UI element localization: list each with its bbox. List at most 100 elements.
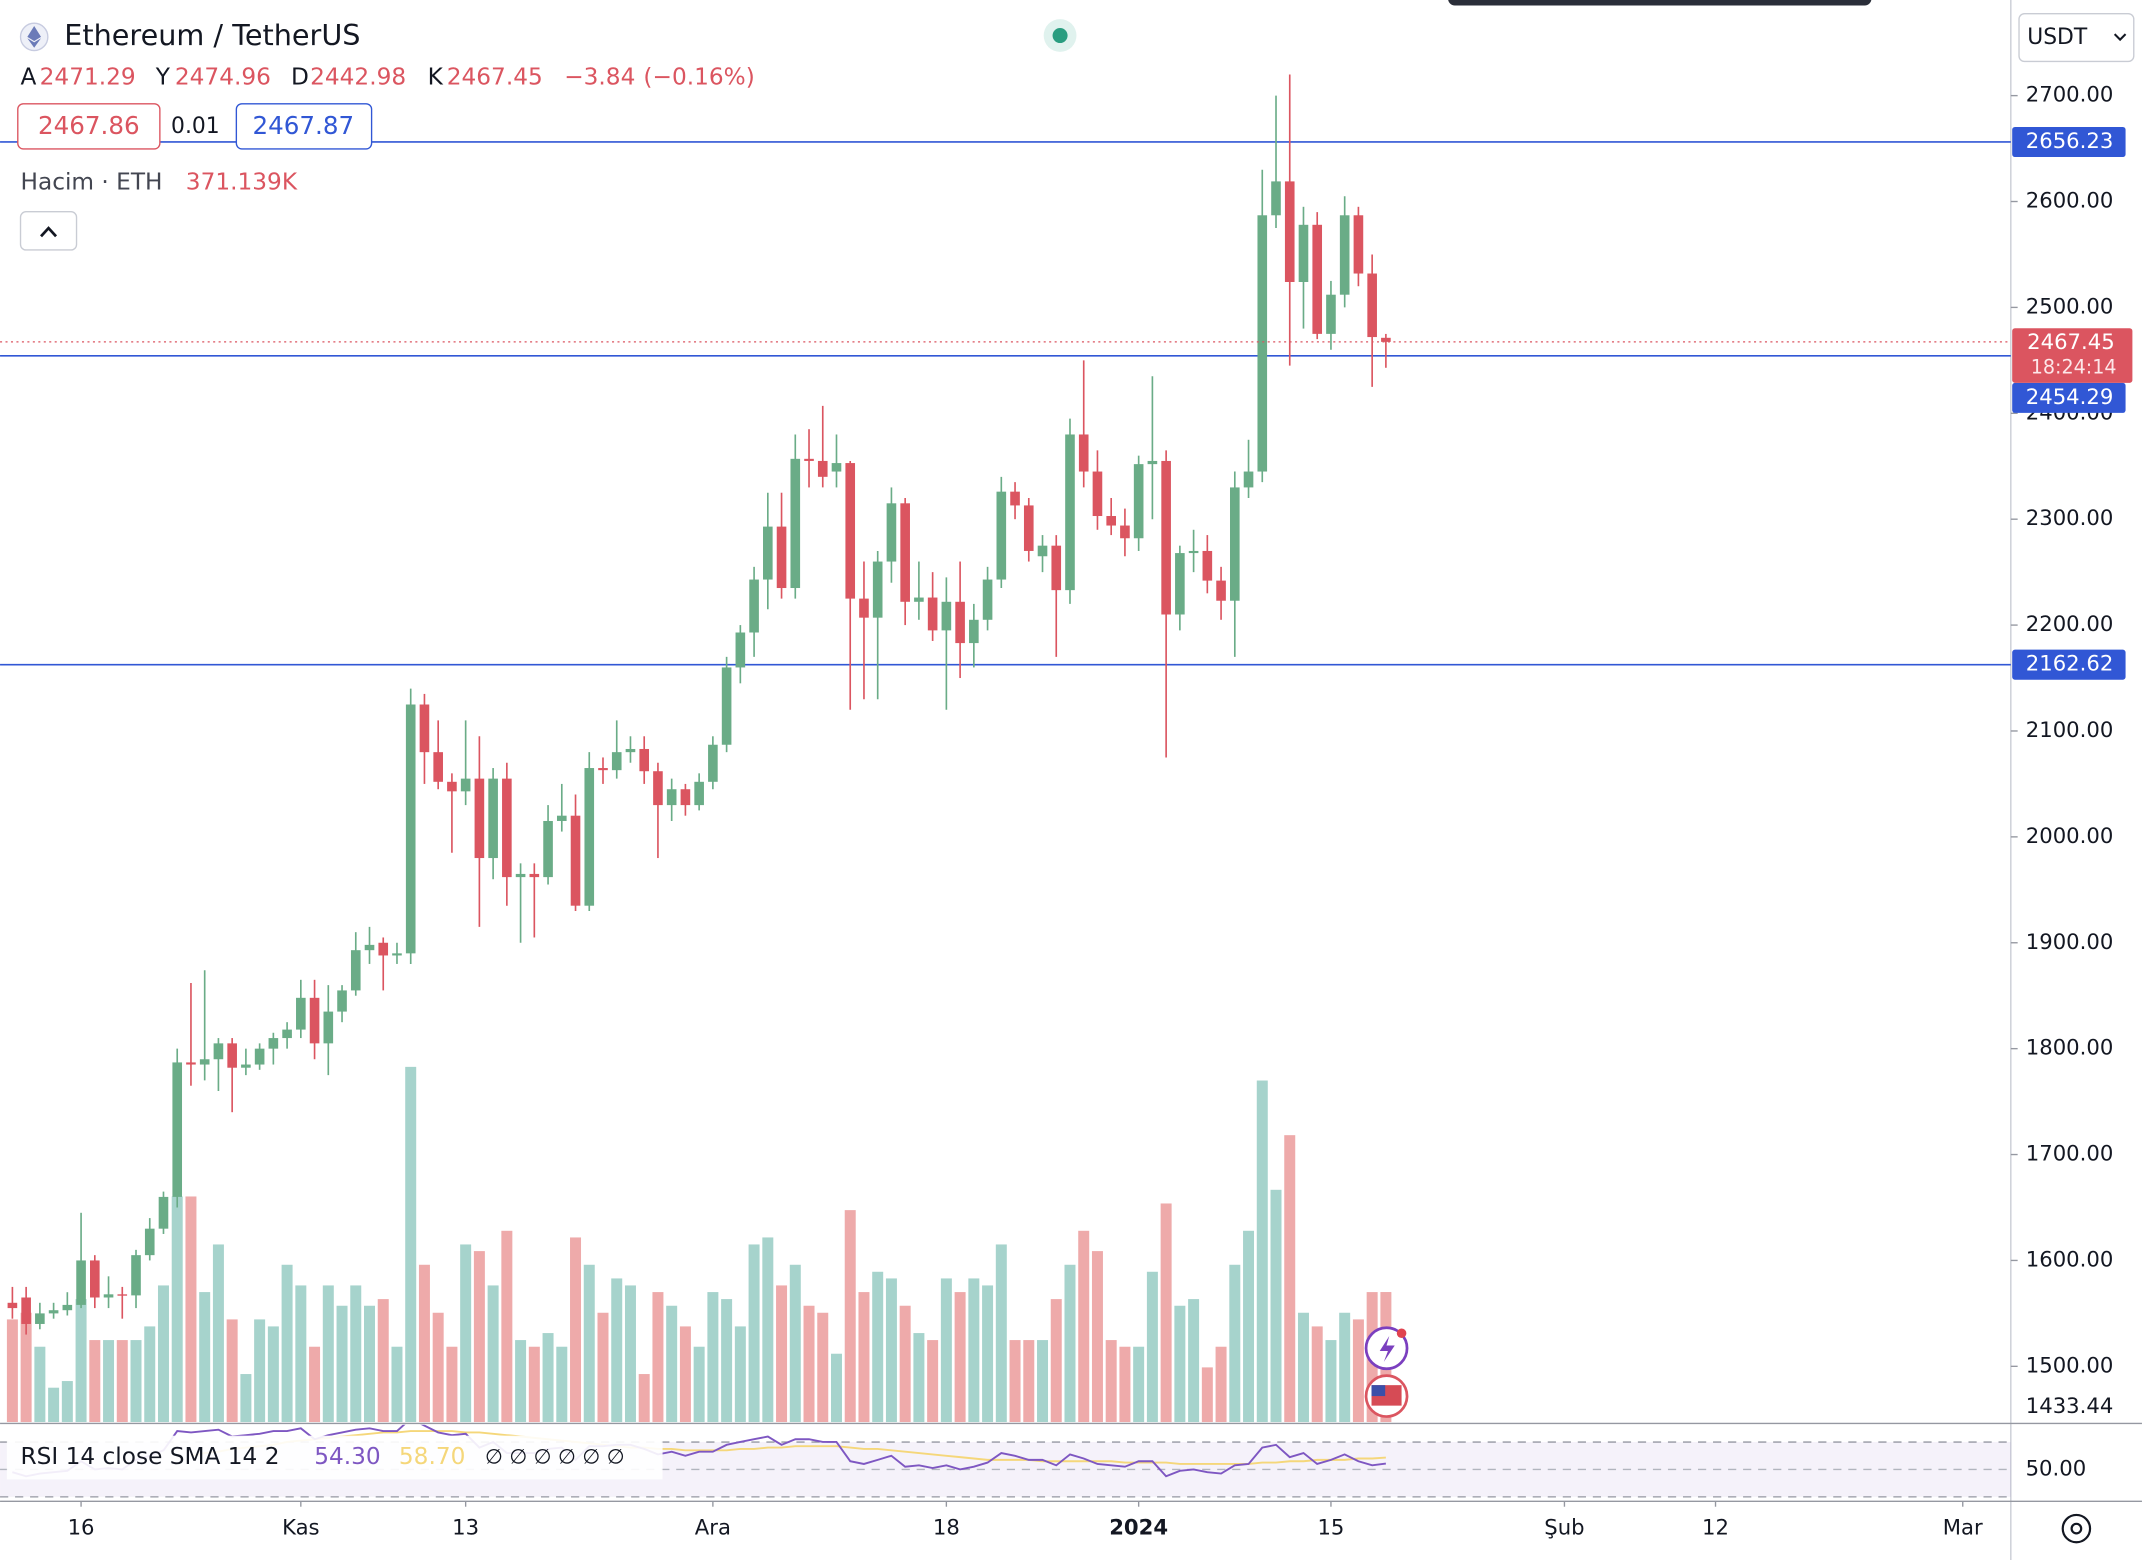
lightning <box>1379 1335 1395 1362</box>
candle-body <box>1284 181 1295 282</box>
price-line-label: 2454.29 <box>2026 384 2114 409</box>
candle-body <box>763 526 773 580</box>
volume-bar <box>418 1264 430 1423</box>
volume-bar <box>693 1346 705 1423</box>
candle-body <box>1023 505 1034 551</box>
x-tick-label: Ara <box>695 1515 731 1540</box>
candle-body <box>419 704 430 753</box>
settings-center <box>2070 1522 2083 1535</box>
candle-body <box>584 768 595 906</box>
volume-bar <box>1243 1230 1255 1423</box>
candle-body <box>227 1043 237 1068</box>
candle-body <box>694 781 704 806</box>
candle-body <box>144 1228 155 1256</box>
candle-body <box>158 1196 169 1229</box>
x-tick-label: Mar <box>1943 1515 1983 1540</box>
candle-body <box>845 463 856 599</box>
flag-canton <box>1371 1385 1386 1397</box>
volume-bar <box>899 1305 911 1423</box>
volume-bar <box>954 1292 966 1423</box>
candle-body <box>735 632 746 668</box>
volume-bar <box>1339 1312 1351 1423</box>
price-line-label: 2656.23 <box>2026 128 2114 153</box>
candle-body <box>1161 460 1171 615</box>
currency[interactable]: USDT <box>2027 25 2088 50</box>
candle-body <box>460 778 471 792</box>
volume-bar <box>267 1326 279 1423</box>
ohlc-value: 2471.29 <box>40 63 136 90</box>
volume-bar <box>309 1346 321 1423</box>
volume-bar <box>844 1210 856 1423</box>
volume-bar <box>583 1264 595 1423</box>
volume-bar <box>212 1244 224 1423</box>
candle-body <box>90 1260 100 1298</box>
settings-icon[interactable] <box>2061 1513 2092 1544</box>
volume-bar <box>336 1305 348 1423</box>
candle-body <box>1271 181 1281 216</box>
candle-body <box>405 704 416 954</box>
volume-bar <box>830 1353 842 1423</box>
volume-bar <box>116 1340 128 1423</box>
candle-body <box>76 1260 86 1305</box>
rsi-sma-line <box>190 1430 1386 1465</box>
volume-bar <box>968 1278 980 1423</box>
y-tick-label: 1900.00 <box>2026 929 2114 954</box>
x-tick-label: Kas <box>282 1515 320 1540</box>
candle-body <box>570 815 581 906</box>
volume-bar <box>789 1264 801 1423</box>
volume-bar <box>254 1319 266 1423</box>
dropdown-arrow <box>2113 33 2127 42</box>
candle-body <box>1175 553 1185 615</box>
volume-bar <box>652 1292 664 1423</box>
volume-legend-name: Hacim · ETH <box>21 169 163 196</box>
candle-body <box>35 1313 45 1324</box>
candle-body <box>474 778 485 859</box>
candle-body <box>1339 215 1350 295</box>
symbol-title[interactable]: Ethereum / TetherUS <box>64 18 360 52</box>
eth-logo <box>27 25 42 48</box>
candle-body <box>1120 525 1130 539</box>
candle-body <box>117 1294 128 1296</box>
candle-body <box>556 815 567 821</box>
bid-box[interactable] <box>17 103 161 150</box>
bid-price[interactable]: 2467.86 <box>38 111 140 140</box>
candle-body <box>1216 580 1226 601</box>
volume-bar <box>734 1326 746 1423</box>
candle-body <box>323 1011 334 1044</box>
candle-body <box>1010 491 1020 506</box>
candle-body <box>364 944 375 951</box>
volume-bar <box>1215 1346 1227 1423</box>
volume-bar <box>679 1326 691 1423</box>
x-tick-label: 15 <box>1317 1515 1344 1540</box>
y-tick-label: 2200.00 <box>2026 611 2114 636</box>
candle-body <box>1298 224 1309 282</box>
candle-body <box>186 1062 196 1065</box>
candle-body <box>515 873 526 878</box>
y-tick-label: 2100.00 <box>2026 717 2114 742</box>
candle-body <box>488 778 498 859</box>
candle-body <box>254 1048 265 1065</box>
candle-body <box>1188 550 1199 554</box>
candle-body <box>708 744 718 782</box>
volume-bar <box>1270 1189 1282 1423</box>
volume-bar <box>487 1285 499 1423</box>
candle-body <box>790 458 801 589</box>
collapse-button[interactable] <box>19 211 78 251</box>
ask-price[interactable]: 2467.87 <box>252 111 354 140</box>
price-line-label-bg <box>2012 382 2126 413</box>
currency-select[interactable] <box>2018 12 2135 63</box>
volume-bar <box>6 1319 18 1423</box>
volume-legend-value: 371.139K <box>186 169 298 196</box>
candle-body <box>392 953 402 956</box>
change: −3.84 <box>564 63 635 90</box>
status-dot <box>1052 28 1068 44</box>
candle-body <box>831 463 842 472</box>
volume-bar <box>1078 1230 1090 1423</box>
candle-body <box>1147 460 1158 465</box>
volume-bar <box>391 1346 403 1423</box>
volume-bar <box>1297 1312 1309 1423</box>
candle-body <box>721 667 732 745</box>
x-tick-label: 12 <box>1702 1515 1729 1540</box>
ask-box[interactable] <box>235 103 373 150</box>
rsi-line <box>12 1424 1386 1478</box>
